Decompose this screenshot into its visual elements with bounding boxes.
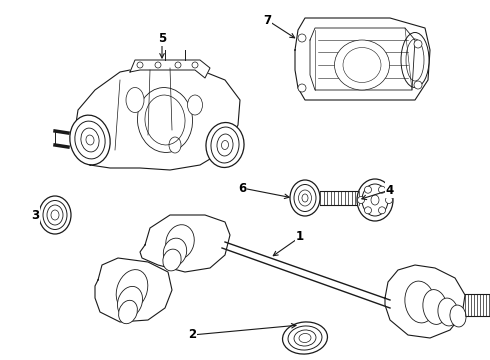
Ellipse shape bbox=[206, 122, 244, 167]
Ellipse shape bbox=[302, 194, 308, 202]
Circle shape bbox=[386, 197, 392, 203]
Circle shape bbox=[414, 81, 422, 89]
Ellipse shape bbox=[119, 300, 137, 324]
Ellipse shape bbox=[283, 322, 327, 354]
Ellipse shape bbox=[450, 305, 466, 327]
Circle shape bbox=[192, 62, 198, 68]
Text: 4: 4 bbox=[386, 184, 394, 197]
Ellipse shape bbox=[169, 137, 181, 153]
Circle shape bbox=[175, 62, 181, 68]
Ellipse shape bbox=[138, 87, 193, 153]
Ellipse shape bbox=[221, 140, 228, 149]
Ellipse shape bbox=[188, 95, 202, 115]
Ellipse shape bbox=[86, 135, 94, 145]
Circle shape bbox=[378, 186, 386, 193]
Polygon shape bbox=[310, 28, 415, 90]
Text: 2: 2 bbox=[188, 328, 196, 342]
Ellipse shape bbox=[438, 298, 458, 326]
Ellipse shape bbox=[51, 210, 59, 220]
Polygon shape bbox=[140, 215, 230, 272]
Text: 1: 1 bbox=[296, 230, 304, 243]
Circle shape bbox=[155, 62, 161, 68]
Polygon shape bbox=[95, 258, 172, 322]
Circle shape bbox=[358, 197, 365, 203]
Ellipse shape bbox=[126, 87, 144, 113]
Ellipse shape bbox=[70, 115, 110, 165]
Ellipse shape bbox=[299, 333, 311, 342]
Ellipse shape bbox=[290, 180, 320, 216]
Ellipse shape bbox=[335, 40, 390, 90]
Ellipse shape bbox=[423, 289, 447, 324]
Ellipse shape bbox=[163, 238, 187, 266]
Polygon shape bbox=[75, 65, 240, 170]
Ellipse shape bbox=[116, 270, 148, 310]
Circle shape bbox=[365, 207, 371, 214]
Ellipse shape bbox=[401, 32, 429, 87]
Circle shape bbox=[414, 40, 422, 48]
Circle shape bbox=[298, 34, 306, 42]
Circle shape bbox=[137, 62, 143, 68]
Circle shape bbox=[378, 207, 386, 214]
Ellipse shape bbox=[405, 281, 435, 323]
Circle shape bbox=[298, 84, 306, 92]
Circle shape bbox=[365, 186, 371, 193]
Ellipse shape bbox=[166, 225, 194, 259]
Text: 5: 5 bbox=[158, 32, 166, 45]
Text: 6: 6 bbox=[238, 181, 246, 194]
Ellipse shape bbox=[357, 179, 393, 221]
Polygon shape bbox=[385, 265, 465, 338]
Text: 7: 7 bbox=[263, 14, 271, 27]
Ellipse shape bbox=[371, 195, 379, 205]
Text: 3: 3 bbox=[31, 208, 39, 221]
Ellipse shape bbox=[118, 287, 143, 318]
Polygon shape bbox=[130, 60, 210, 78]
Polygon shape bbox=[295, 18, 430, 100]
Ellipse shape bbox=[39, 196, 71, 234]
Ellipse shape bbox=[163, 249, 181, 271]
